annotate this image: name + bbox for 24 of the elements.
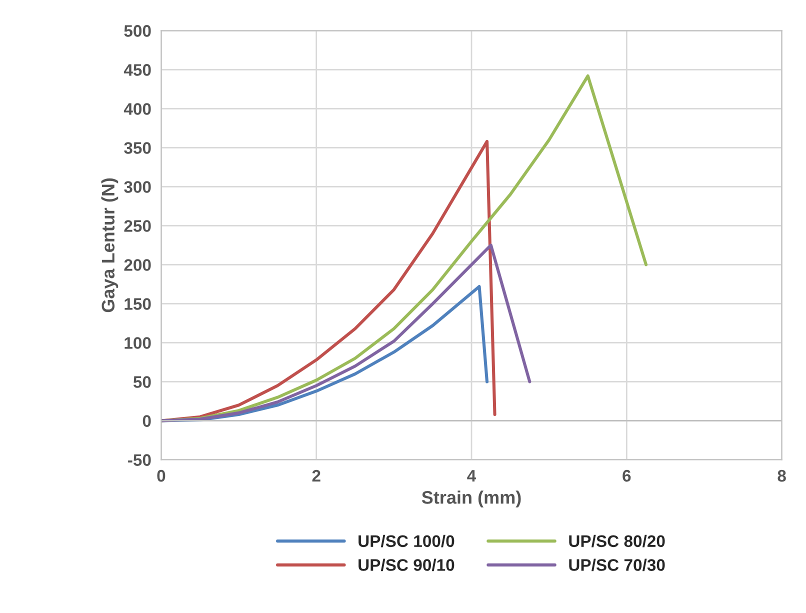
y-tick-label: 250 <box>124 220 151 232</box>
y-tick-label: -50 <box>128 454 151 466</box>
y-tick-label: 150 <box>124 298 151 310</box>
x-axis-title: Strain (mm) <box>422 490 521 508</box>
x-tick-label: 2 <box>312 470 320 482</box>
x-tick-label: 4 <box>467 470 476 482</box>
legend-label: UP/SC 70/30 <box>569 558 665 572</box>
y-tick-label: 450 <box>124 64 151 76</box>
y-tick-label: 0 <box>142 415 151 427</box>
y-tick-label: 50 <box>133 376 151 388</box>
y-axis-title: Gaya Lentur (N) <box>101 178 118 312</box>
y-tick-label: 300 <box>124 181 151 193</box>
x-tick-label: 6 <box>622 470 631 482</box>
x-tick-label: 8 <box>778 470 786 482</box>
line-series <box>161 244 532 422</box>
y-tick-label: 400 <box>124 103 151 115</box>
legend-label: UP/SC 80/20 <box>569 534 665 548</box>
y-tick-label: 500 <box>124 25 151 37</box>
y-tick-label: 100 <box>124 337 151 349</box>
x-tick-label: 0 <box>157 470 166 482</box>
legend-label: UP/SC 90/10 <box>358 558 454 572</box>
y-tick-label: 200 <box>124 259 151 271</box>
legend-label: UP/SC 100/0 <box>358 534 454 548</box>
y-tick-label: 350 <box>124 142 151 154</box>
